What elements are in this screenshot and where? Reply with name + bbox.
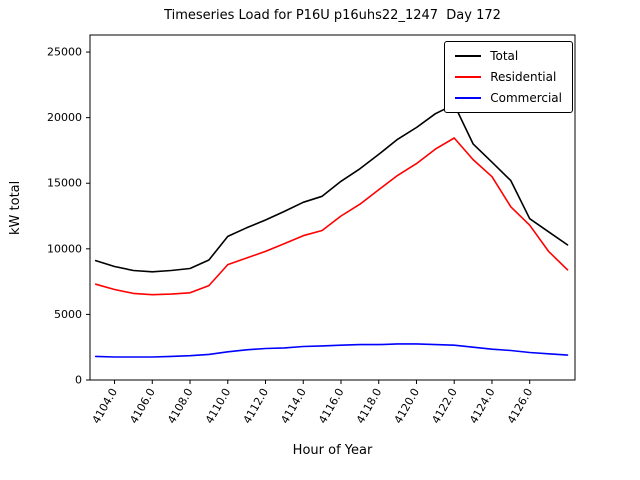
x-tick-label: 4120.0 [392,386,423,426]
commercial-line-swatch [455,97,482,99]
x-tick-label: 4126.0 [505,386,536,426]
y-tick-label: 15000 [47,177,82,190]
legend: Total Residential Commercial [444,41,573,113]
x-tick-label: 4124.0 [467,386,498,426]
x-axis-label: Hour of Year [292,443,373,458]
legend-item-commercial: Commercial [455,91,562,105]
commercial-line [94,343,569,358]
legend-item-total: Total [455,49,562,63]
total-line [94,103,569,273]
legend-label-commercial: Commercial [490,91,562,105]
total-line-swatch [455,55,482,57]
x-tick-label: 4110.0 [203,386,234,426]
y-tick-label: 25000 [47,46,82,59]
x-tick-label: 4116.0 [316,386,347,426]
x-tick-label: 4108.0 [165,386,196,426]
residential-line-swatch [455,76,482,78]
x-tick-label: 4106.0 [127,386,158,426]
plot-border [89,34,576,381]
y-tick-label: 5000 [54,308,82,321]
y-tick-label: 10000 [47,242,82,255]
legend-label-residential: Residential [490,70,557,84]
residential-line [94,137,569,296]
legend-label-total: Total [490,49,519,63]
x-tick-label: 4118.0 [354,386,385,426]
legend-item-residential: Residential [455,70,562,84]
x-tick-label: 4122.0 [429,386,460,426]
x-tick-label: 4104.0 [90,386,121,426]
chart-title: Timeseries Load for P16U p16uhs22_1247 D… [164,8,501,23]
x-tick-label: 4114.0 [278,386,309,426]
y-tick-label: 0 [75,374,82,387]
x-tick-label: 4112.0 [241,386,272,426]
y-tick-label: 20000 [47,111,82,124]
